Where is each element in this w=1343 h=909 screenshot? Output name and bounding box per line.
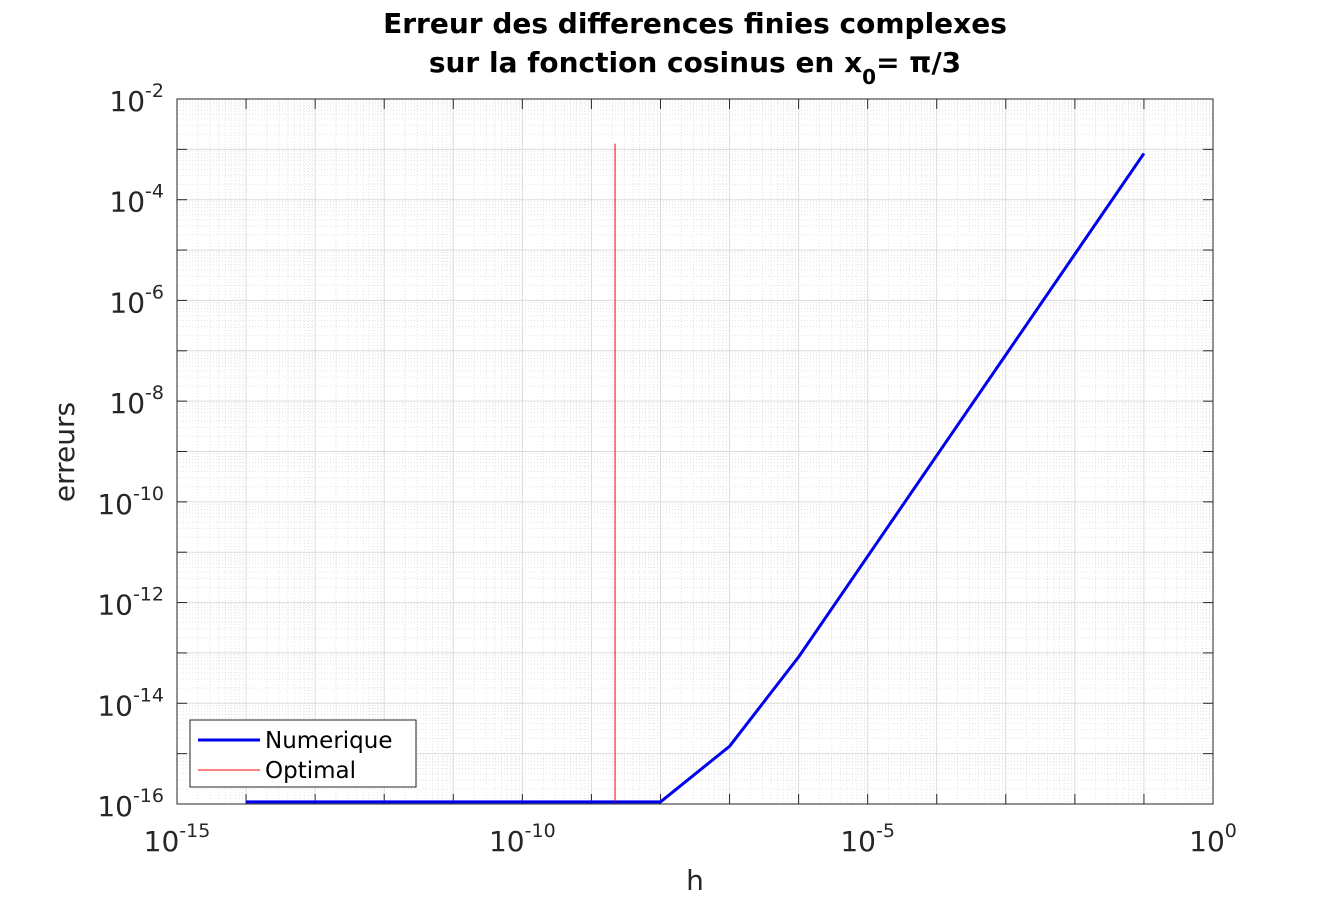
series-line-numerique [246,152,1146,804]
y-tick-label-exponent: -16 [133,785,164,807]
chart-title-line2-suffix: = π/3 [876,46,961,79]
x-tick-label-base: 10 [144,825,180,858]
x-tick-label: 10-5 [840,820,895,858]
legend-box [189,719,417,788]
x-tick-label-base: 10 [840,825,876,858]
y-tick-label-exponent: -14 [133,684,164,706]
chart-title-line2: sur la fonction cosinus en x0= π/3 [429,46,961,89]
x-tick-label: 10-15 [144,820,211,858]
y-tick-label-exponent: -6 [145,281,164,303]
chart-title-line1: Erreur des differences finies complexes [383,7,1007,40]
x-tick-label: 10-10 [489,820,556,858]
y-tick-label-base: 10 [109,85,145,118]
y-tick-label: 10-16 [97,785,164,823]
x-tick-label-exponent: -15 [179,820,210,842]
y-tick-label-base: 10 [109,186,145,219]
legend-label-numerique: Numerique [265,728,393,754]
y-tick-label: 10-2 [109,80,164,118]
grid-layer [176,98,1214,805]
y-tick-label-base: 10 [109,286,145,319]
x-tick-label-exponent: -5 [876,820,895,842]
x-axis-label: h [686,864,704,897]
y-tick-label-base: 10 [97,488,133,521]
tick-label-layer: 10-15 10-10 10-5 10010-1610-1410-1210-1010-… [97,80,1237,858]
y-tick-label-base: 10 [97,589,133,622]
x-tick-label-exponent: -10 [525,820,556,842]
y-tick-label: 10-8 [109,382,164,420]
y-axis-label: erreurs [48,402,81,502]
chart-title-line2-prefix: sur la fonction cosinus en x [429,46,862,79]
legend: Numerique Optimal [189,719,417,788]
x-tick-label: 100 [1189,820,1237,858]
y-tick-label: 10-14 [97,684,164,722]
y-tick-label: 10-10 [97,483,164,521]
x-tick-label-base: 10 [489,825,525,858]
chart-title-line2-sub: 0 [862,65,876,89]
y-tick-label-exponent: -12 [133,584,164,606]
y-tick-label: 10-12 [97,584,164,622]
y-tick-label: 10-4 [109,181,164,219]
x-tick-label-base: 10 [1189,825,1225,858]
y-tick-label-exponent: -10 [133,483,164,505]
y-tick-label-base: 10 [97,689,133,722]
y-tick-label-exponent: -4 [145,181,164,203]
y-tick-label-exponent: -2 [145,80,164,102]
x-tick-label-exponent: 0 [1225,820,1237,842]
series-layer [246,143,1146,804]
legend-label-optimal: Optimal [265,758,356,784]
y-tick-label-exponent: -8 [145,382,164,404]
y-tick-label: 10-6 [109,281,164,319]
axes-layer [176,98,1214,805]
y-tick-label-base: 10 [97,790,133,823]
y-tick-label-base: 10 [109,387,145,420]
